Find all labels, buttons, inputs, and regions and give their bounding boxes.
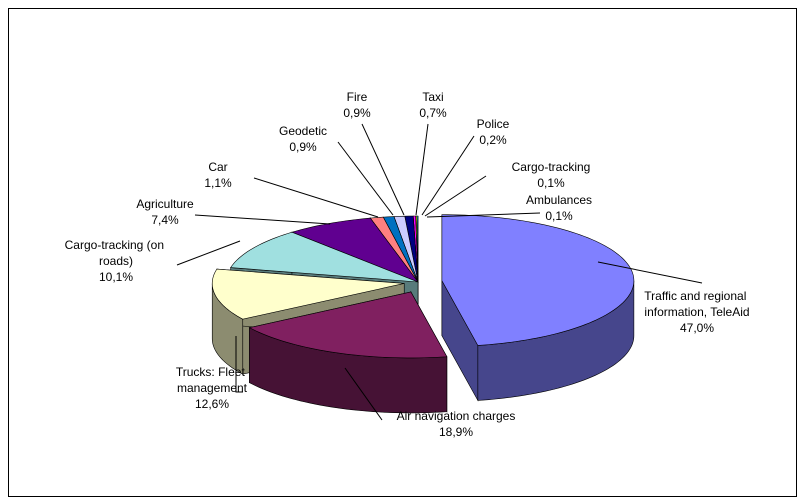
leader-line [176,240,241,266]
value-label: 1,1% [204,176,232,190]
leader-line [424,175,487,217]
label-line: Police [477,117,510,131]
slice [230,231,419,283]
value-label: 0,1% [537,176,565,190]
label-line: roads) [99,254,133,268]
leader-line [344,367,383,421]
leader-line [337,141,394,216]
label-line: Air navigation charges [397,409,516,423]
category-label: Car [208,160,227,174]
pie [211,214,635,414]
leader-line [194,214,331,225]
leader-line [235,336,243,393]
value-label: 0,2% [479,133,507,147]
label-line: management [177,381,248,395]
category-label: Ambulances [526,193,592,207]
category-label: Trucks: Fleet management [176,365,248,395]
category-label: Traffic and regional information, TeleAi… [644,289,749,319]
leader-line [421,135,475,216]
label-line: Traffic and regional [644,289,749,303]
label-line: Fire [347,90,368,104]
category-label: Police [477,117,510,131]
label-line: Taxi [422,90,443,104]
value-label: 7,4% [151,213,179,227]
label-line: Geodetic [279,124,327,138]
value-label: 47,0% [680,321,714,335]
value-label: 0,9% [343,106,371,120]
category-label: Fire [347,90,368,104]
label-line: Ambulances [526,193,592,207]
slice [211,268,405,320]
value-label: 12,6% [195,397,229,411]
label-line: Car [208,160,227,174]
value-label: 0,1% [545,209,573,223]
leader-line [426,212,541,218]
slice [441,214,635,346]
category-label: Air navigation charges [397,409,516,423]
value-label: 10,1% [99,270,133,284]
label-line: Trucks: Fleet [176,365,248,379]
label-line: Cargo-tracking [512,160,591,174]
category-label: Geodetic [279,124,327,138]
leader-line [415,123,429,216]
slice [248,291,448,359]
leader-line [361,123,405,216]
value-label: 0,7% [419,106,447,120]
category-label: Cargo-tracking [512,160,591,174]
label-line: information, TeleAid [644,305,749,319]
category-label: Agriculture [136,197,194,211]
value-label: 0,9% [289,140,317,154]
leader-line [253,177,379,218]
labels: Traffic and regional information, TeleAi… [65,90,750,439]
leader-line [597,261,703,284]
label-line: Cargo-tracking (on [65,238,168,252]
category-label: Cargo-tracking (on roads) [65,238,168,268]
value-label: 18,9% [439,425,473,439]
label-line: Agriculture [136,197,194,211]
category-label: Taxi [422,90,443,104]
